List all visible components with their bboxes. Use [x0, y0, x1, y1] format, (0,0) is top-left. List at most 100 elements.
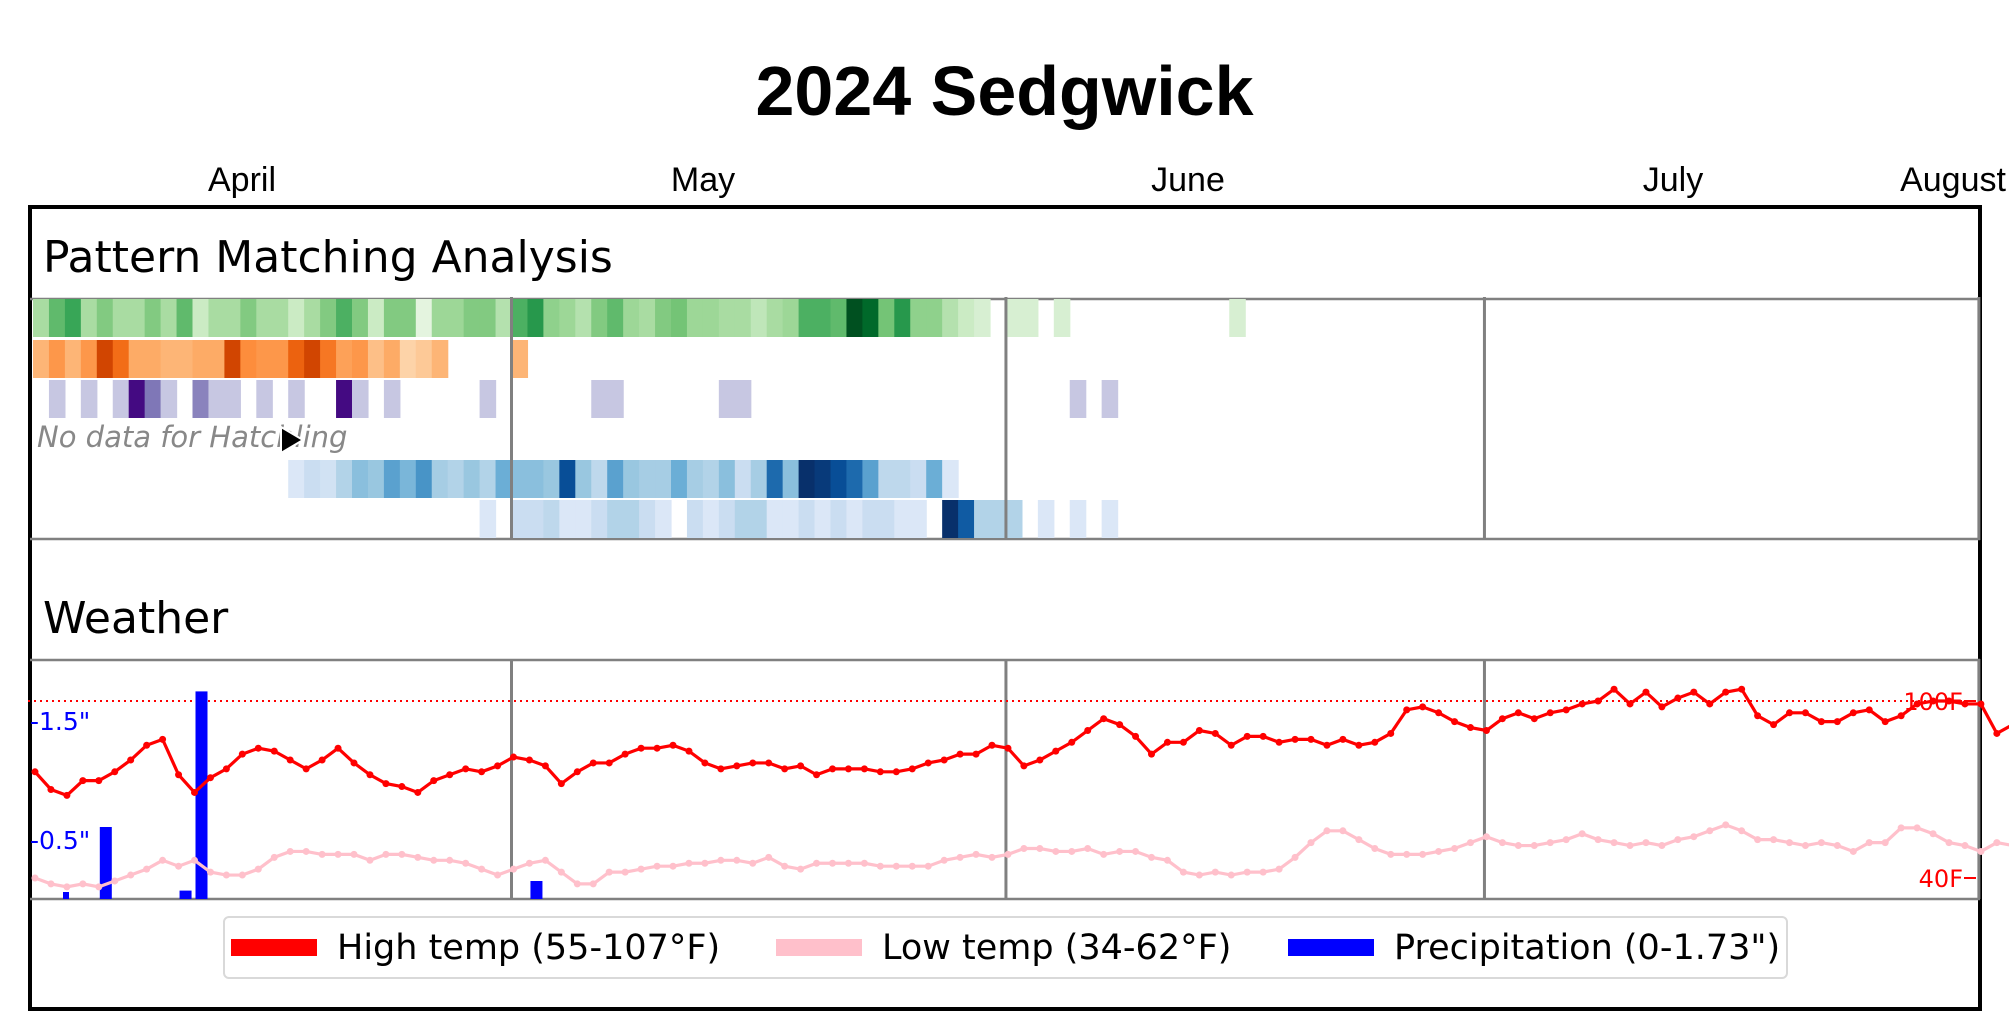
heatmap-cell: [1005, 500, 1023, 538]
high-temp-point: [1626, 700, 1634, 708]
low-temp-point: [127, 871, 135, 879]
low-temp-point: [1977, 847, 1985, 855]
heatmap-cell: [974, 299, 991, 337]
heatmap-cell: [591, 500, 608, 538]
heatmap-cell: [958, 299, 975, 337]
low-temp-point: [1100, 850, 1108, 858]
low-temp-point: [1323, 827, 1331, 835]
heatmap-cell: [495, 299, 513, 337]
precip-tick-label: -1.5": [30, 707, 90, 736]
heatmap-cell: [591, 380, 608, 418]
low-temp-point: [1052, 847, 1060, 855]
high-temp-point: [127, 756, 135, 764]
heatmap-cell: [224, 340, 241, 378]
high-temp-point: [366, 771, 374, 779]
low-temp-point: [1626, 842, 1634, 850]
legend-swatch-low: [776, 939, 862, 956]
heatmap-cell: [798, 500, 816, 538]
heatmap-cell: [463, 299, 481, 337]
heatmap-cell: [192, 380, 210, 418]
heatmap-cell: [575, 500, 592, 538]
high-temp-point: [541, 762, 549, 770]
high-temp-point: [31, 768, 39, 776]
high-temp-point: [111, 768, 119, 776]
high-temp-point: [1849, 709, 1857, 717]
high-temp-point: [1658, 703, 1666, 711]
heatmap-cell: [176, 299, 194, 337]
low-temp-line: [34, 823, 2009, 889]
precip-bar: [63, 892, 69, 899]
heatmap-cell: [383, 460, 401, 498]
heatmap-cell: [766, 460, 784, 498]
high-temp-point: [1770, 721, 1778, 729]
high-temp-point: [1004, 744, 1012, 752]
low-temp-point: [1961, 842, 1969, 850]
heatmap-cell: [958, 500, 975, 538]
high-temp-point: [206, 774, 214, 782]
low-temp-point: [1068, 847, 1076, 855]
high-temp-point: [701, 759, 709, 767]
high-temp-point: [270, 747, 278, 755]
high-temp-point: [765, 759, 773, 767]
heatmap-cell: [862, 299, 879, 337]
high-temp-point: [908, 765, 916, 773]
heatmap-cell: [415, 340, 433, 378]
temp-tick-label: 100F: [1903, 688, 1963, 716]
high-temp-point: [1275, 738, 1283, 746]
heatmap-cell: [639, 500, 656, 538]
low-temp-point: [191, 856, 198, 864]
heatmap-cell: [942, 500, 959, 538]
heatmap-cell: [814, 500, 832, 538]
heatmap-cell: [479, 299, 497, 337]
high-temp-point: [1674, 694, 1682, 702]
heatmap-cell: [655, 500, 672, 538]
heatmap-cell: [734, 299, 752, 337]
low-temp-point: [1116, 847, 1124, 855]
heatmap-cell: [607, 299, 624, 337]
heatmap-cell: [383, 340, 401, 378]
heatmap-cell: [112, 299, 130, 337]
high-temp-point: [1865, 706, 1873, 714]
heatmap-cell: [878, 299, 895, 337]
heatmap-cell: [463, 460, 481, 498]
heatmap-cell: [543, 500, 560, 538]
low-temp-point: [270, 853, 278, 861]
high-temp-point: [414, 788, 422, 796]
heatmap-cell: [320, 460, 337, 498]
high-temp-point: [1993, 729, 2001, 737]
low-temp-point: [781, 862, 789, 870]
low-temp-point: [254, 865, 262, 873]
heatmap-cell: [240, 299, 257, 337]
low-temp-point: [79, 880, 87, 888]
heatmap-cell: [527, 299, 544, 337]
low-temp-point: [1148, 853, 1155, 861]
precip-tick-label: -0.5": [30, 826, 90, 855]
heatmap-cell: [336, 380, 353, 418]
high-temp-point: [669, 741, 677, 749]
legend-label-high: High temp (55-107°F): [337, 927, 721, 968]
high-temp-point: [1546, 709, 1554, 717]
low-temp-point: [1451, 845, 1459, 852]
low-temp-point: [1897, 824, 1905, 832]
low-temp-point: [541, 856, 549, 864]
heatmap-cell: [288, 340, 305, 378]
heatmap-cell: [607, 500, 624, 538]
high-temp-point: [1817, 718, 1825, 726]
low-temp-point: [175, 862, 183, 870]
heatmap-cell: [910, 500, 927, 538]
low-temp-point: [1658, 842, 1666, 850]
high-temp-point: [813, 771, 821, 779]
heatmap-cell: [527, 500, 544, 538]
high-temp-point: [1387, 729, 1395, 737]
heatmap-cell: [431, 340, 449, 378]
high-temp-point: [398, 783, 406, 791]
pattern-heatmap: [28, 297, 1982, 540]
heatmap-cell: [655, 460, 672, 498]
heatmap-cell: [495, 460, 513, 498]
low-temp-point: [1530, 842, 1538, 850]
heatmap-cell: [447, 299, 465, 337]
heatmap-cell: [80, 340, 98, 378]
high-temp-point: [430, 777, 438, 785]
low-temp-point: [908, 862, 916, 870]
low-temp-point: [1562, 836, 1570, 844]
